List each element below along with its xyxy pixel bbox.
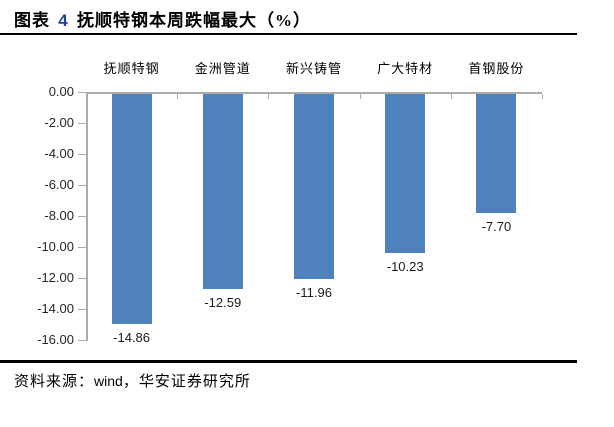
- x-axis-tick: [177, 94, 179, 99]
- y-axis-label: -16.00: [37, 332, 74, 347]
- y-axis-line: [86, 92, 88, 341]
- x-axis-tick: [86, 94, 87, 99]
- category-label: 新兴铸管: [285, 61, 342, 76]
- bar-value-label: -14.86: [113, 330, 151, 346]
- bar: [202, 94, 243, 290]
- y-axis-label: -8.00: [44, 208, 74, 223]
- chart-title-number: 4: [58, 11, 69, 30]
- bar: [385, 94, 426, 253]
- y-axis-label: -14.00: [37, 301, 74, 316]
- source-institute: ，华安证券研究所: [122, 374, 251, 390]
- y-axis-tick: [78, 340, 86, 341]
- y-axis-label: 0.00: [48, 84, 74, 99]
- x-axis-tick: [359, 94, 361, 99]
- bar: [476, 94, 517, 214]
- y-axis-tick: [78, 278, 86, 279]
- bar-value-label: -7.70: [481, 219, 512, 235]
- y-axis-tick: [78, 92, 86, 93]
- category-label: 金洲管道: [194, 61, 251, 76]
- y-axis-label: -2.00: [44, 115, 74, 130]
- x-axis-line: [86, 92, 542, 94]
- chart-title-text: 抚顺特钢本周跌幅最大（%）: [76, 11, 311, 30]
- bar: [111, 94, 152, 325]
- y-axis-label: -10.00: [37, 239, 74, 254]
- x-axis-tick: [450, 94, 452, 99]
- y-axis-tick: [78, 216, 86, 217]
- chart-title-prefix: 图表: [14, 11, 50, 30]
- source-provider: wind: [94, 373, 123, 389]
- category-label: 抚顺特钢: [103, 61, 160, 76]
- source-note: 资料来源：wind，华安证券研究所: [14, 370, 251, 391]
- y-axis-tick: [78, 185, 86, 186]
- bar-value-label: -10.23: [386, 258, 424, 274]
- y-axis-tick: [78, 123, 86, 124]
- footer-divider-line: [0, 360, 577, 363]
- bar-value-label: -11.96: [296, 285, 332, 301]
- title-divider-line: [0, 33, 577, 35]
- category-label: 广大特材: [377, 61, 434, 76]
- y-axis-tick: [78, 154, 86, 155]
- y-axis-label: -6.00: [44, 177, 74, 192]
- y-axis-tick: [78, 247, 86, 248]
- bar-value-label: -12.59: [204, 295, 242, 311]
- x-axis-tick: [268, 94, 270, 99]
- category-label: 首钢股份: [468, 61, 525, 76]
- source-label: 资料来源：: [14, 374, 95, 390]
- y-axis-tick: [78, 309, 86, 310]
- chart-title: 图表 4 抚顺特钢本周跌幅最大（%）: [14, 6, 311, 31]
- y-axis-label: -4.00: [44, 146, 74, 161]
- y-axis-label: -12.00: [37, 270, 74, 285]
- x-axis-tick: [542, 94, 543, 99]
- bar: [294, 94, 334, 280]
